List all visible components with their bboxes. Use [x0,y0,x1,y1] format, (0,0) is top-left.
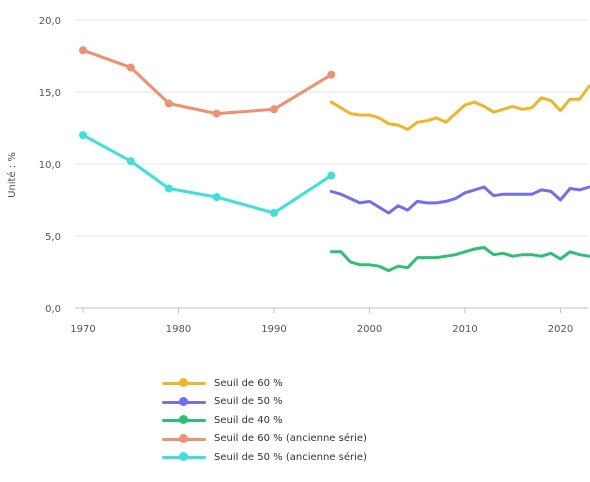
legend-swatch [162,414,206,426]
data-point [164,99,173,108]
data-point [126,63,135,72]
y-axis-label: Unité : % [6,152,18,198]
legend-item[interactable]: Seuil de 40 % [162,411,367,430]
x-tick-label: 2010 [452,324,477,335]
legend-item[interactable]: Seuil de 60 % [162,374,367,393]
data-point [212,193,221,202]
data-point [270,208,278,217]
y-tick-label: 0,0 [45,304,61,315]
legend-item[interactable]: Seuil de 50 % (ancienne série) [162,448,367,467]
series-line [81,133,333,215]
legend-label: Seuil de 60 % [214,377,283,389]
legend-label: Seuil de 60 % (ancienne série) [214,433,367,445]
data-point [79,46,87,55]
data-point [164,184,173,193]
line-chart: 0,0 5,0 10,0 15,0 20,0 1970 1980 1990 2000 2010 20… [6,16,590,335]
series-line [329,246,590,273]
legend-swatch-dot [179,415,188,425]
legend-swatch [162,396,206,408]
x-tick-label: 2020 [548,324,573,335]
x-tick-label: 1990 [261,324,286,335]
series-line [81,48,333,116]
legend-swatch-dot [179,378,188,388]
legend: Seuil de 60 % Seuil de 50 % Seuil de 40 % S… [162,374,367,467]
data-point [126,157,135,166]
grid-lines [75,19,588,237]
series-lines [79,46,590,273]
legend-label: Seuil de 40 % [214,414,283,426]
data-point [79,131,87,140]
legend-label: Seuil de 50 % [214,396,283,408]
data-point [270,105,278,114]
y-tick-label: 15,0 [39,88,61,99]
series-0 [329,84,590,131]
legend-swatch-dot [179,433,188,443]
data-point [212,109,221,118]
series-2 [329,246,590,273]
series-line [329,84,590,131]
legend-swatch [162,451,206,463]
series-4 [79,131,336,217]
x-tick-label: 1980 [166,324,191,335]
axes: 0,0 5,0 10,0 15,0 20,0 1970 1980 1990 2000 2010 20… [39,16,588,335]
x-tick-label: 2000 [357,324,382,335]
y-tick-label: 10,0 [39,160,61,171]
x-tick-label: 1970 [70,324,95,335]
series-3 [79,46,336,118]
series-line [329,185,590,215]
y-tick-label: 5,0 [45,232,61,243]
y-tick-label: 20,0 [39,16,61,27]
legend-item[interactable]: Seuil de 50 % [162,393,367,412]
legend-label: Seuil de 50 % (ancienne série) [214,451,367,463]
legend-swatch [162,433,206,445]
series-1 [329,185,590,215]
legend-swatch-dot [179,396,188,406]
data-point [327,70,336,79]
legend-swatch [162,377,206,389]
data-point [327,171,336,180]
legend-swatch-dot [179,452,188,462]
legend-item[interactable]: Seuil de 60 % (ancienne série) [162,430,367,449]
